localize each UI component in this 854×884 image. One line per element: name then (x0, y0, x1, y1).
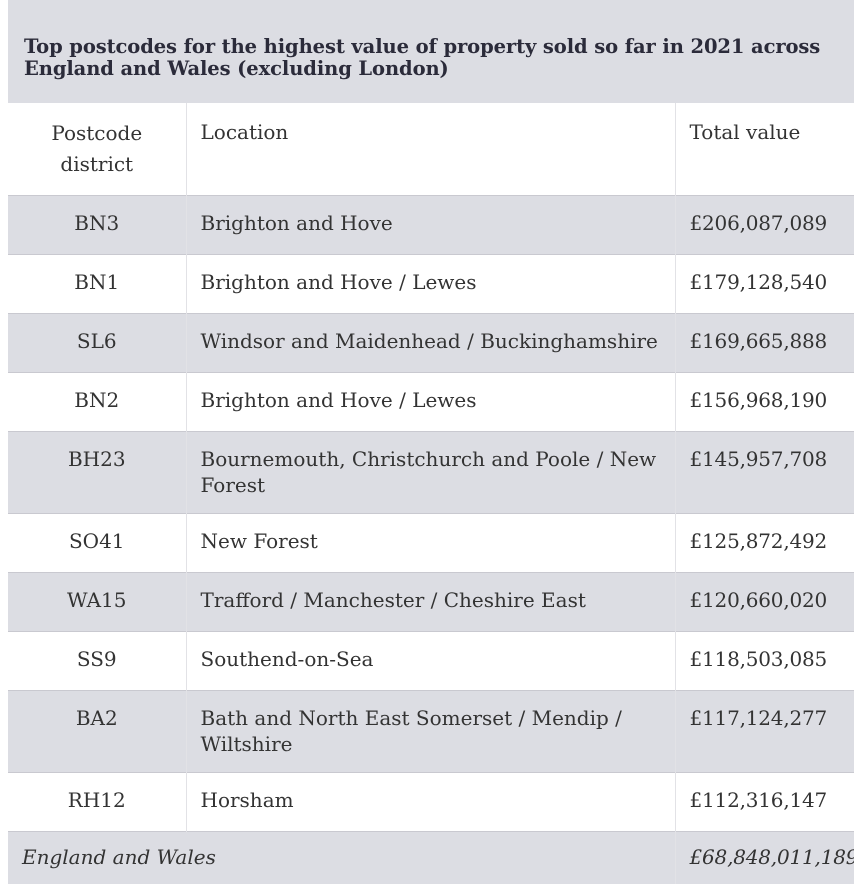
value-cell: £179,128,540 (674, 254, 854, 313)
location-cell: Windsor and Maidenhead / Buckinghamshire (186, 313, 675, 372)
value-cell: £120,660,020 (674, 572, 854, 631)
value-cell: £145,957,708 (674, 431, 854, 513)
postcode-cell: RH12 (8, 772, 187, 831)
value-cell: £125,872,492 (674, 513, 854, 572)
total-value: £68,848,011,189 (674, 831, 854, 884)
location-cell: Bath and North East Somerset / Mendip / … (186, 690, 675, 772)
location-cell: Brighton and Hove / Lewes (200, 387, 477, 412)
table-row: BH23 Bournemouth, Christchurch and Poole… (8, 431, 854, 513)
header-postcode-district: Postcode district (8, 103, 187, 195)
postcode-cell: SO41 (8, 513, 187, 572)
location-cell: New Forest (200, 528, 318, 553)
table-row: BA2 Bath and North East Somerset / Mendi… (8, 690, 854, 772)
postcode-value-table: Postcode district Location Total value B… (8, 103, 854, 884)
location-cell: Bournemouth, Christchurch and Poole / Ne… (186, 431, 675, 513)
postcode-cell: BN1 (8, 254, 187, 313)
table-row: BN2 Brighton and Hove / Lewes £156,968,1… (8, 372, 854, 431)
location-cell: Horsham (200, 787, 294, 812)
postcode-cell: BN3 (8, 195, 187, 254)
table-row: SO41 New Forest £125,872,492 (8, 513, 854, 572)
table-row: RH12 Horsham £112,316,147 (8, 772, 854, 831)
location-cell: Trafford / Manchester / Cheshire East (186, 572, 675, 631)
value-cell: £169,665,888 (674, 313, 854, 372)
header-location: Location (200, 120, 289, 144)
location-cell: Southend-on-Sea (200, 646, 374, 671)
data-table-container: Top postcodes for the highest value of p… (8, 0, 854, 884)
table-row: SS9 Southend-on-Sea £118,503,085 (8, 631, 854, 690)
postcode-cell: BH23 (8, 431, 187, 513)
table-row: SL6 Windsor and Maidenhead / Buckinghams… (8, 313, 854, 372)
table-row: WA15 Trafford / Manchester / Cheshire Ea… (8, 572, 854, 631)
total-label: England and Wales (8, 831, 675, 884)
value-cell: £117,124,277 (674, 690, 854, 772)
value-cell: £206,087,089 (674, 195, 854, 254)
table-row: BN3 Brighton and Hove £206,087,089 (8, 195, 854, 254)
postcode-cell: BN2 (8, 372, 187, 431)
postcode-cell: SL6 (8, 313, 187, 372)
table-header-row: Postcode district Location Total value (8, 103, 854, 195)
value-cell: £112,316,147 (674, 772, 854, 831)
postcode-cell: WA15 (8, 572, 187, 631)
postcode-cell: SS9 (8, 631, 187, 690)
location-cell: Brighton and Hove (186, 195, 675, 254)
value-cell: £156,968,190 (674, 372, 854, 431)
table-caption: Top postcodes for the highest value of p… (8, 0, 854, 103)
postcode-cell: BA2 (8, 690, 187, 772)
table-row: BN1 Brighton and Hove / Lewes £179,128,5… (8, 254, 854, 313)
value-cell: £118,503,085 (674, 631, 854, 690)
table-total-row: England and Wales £68,848,011,189 (8, 831, 854, 884)
header-total-value: Total value (674, 103, 854, 195)
location-cell: Brighton and Hove / Lewes (200, 269, 477, 294)
